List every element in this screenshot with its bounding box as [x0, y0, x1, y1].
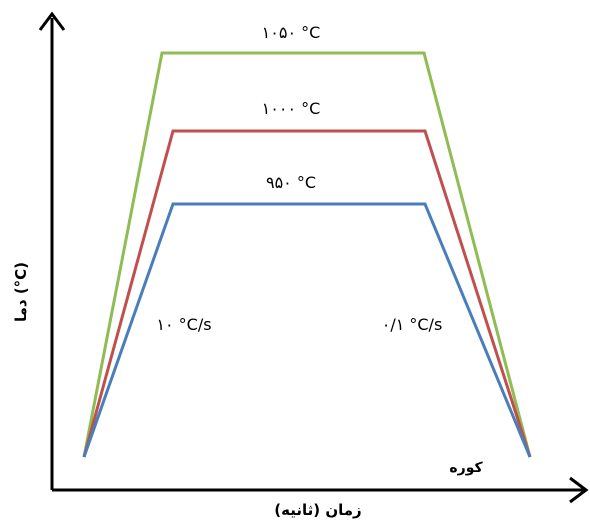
profile-line-1050 [82, 51, 532, 458]
cooling-rate-label: ۰/۱ °C/s [382, 315, 443, 334]
y-axis-title: دما (°C) [12, 262, 30, 322]
heating-rate-label: ۱۰ °C/s [156, 315, 211, 334]
profile-label-950: ۹۵۰ °C [266, 173, 316, 192]
furnace-label: کوره [449, 460, 483, 476]
x-axis-arrow-icon [569, 476, 589, 504]
y-axis-arrow-icon [38, 11, 66, 31]
profile-line-1000 [82, 129, 532, 458]
profile-line-950 [82, 202, 532, 458]
profile-label-1050: ۱۰۵۰ °C [262, 23, 321, 42]
profile-label-1000: ۱۰۰۰ °C [262, 99, 321, 118]
x-axis-title: زمان (ثانیه) [274, 501, 361, 519]
